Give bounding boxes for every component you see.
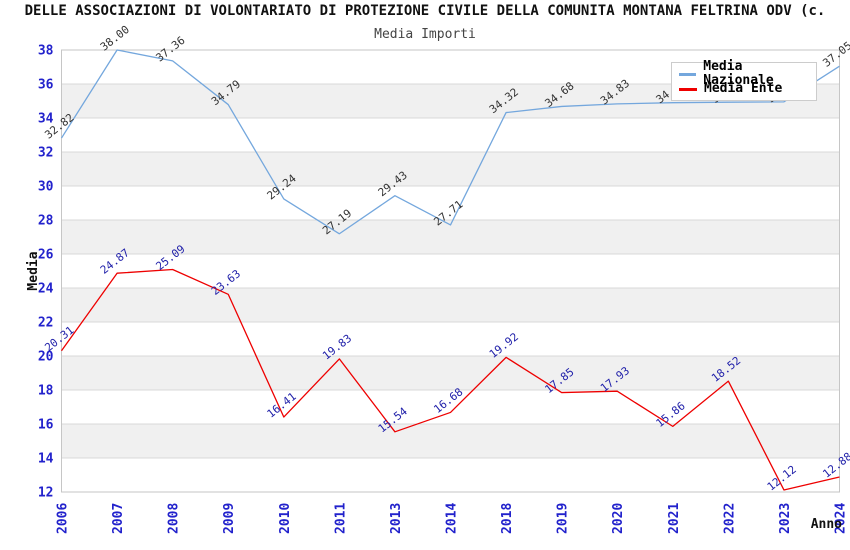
x-tick-label: 2018 [500, 503, 515, 534]
y-tick-label: 12 [38, 486, 54, 501]
plot-bands [61, 84, 840, 458]
legend-item-media-ente: Media Ente [679, 82, 816, 96]
x-axis-title: Anno [811, 517, 842, 532]
point-label: 16.41 [265, 390, 299, 421]
plot-band [61, 288, 840, 322]
plot-border [61, 49, 840, 493]
y-tick-label: 34 [38, 112, 54, 127]
y-tick-label: 30 [38, 180, 54, 195]
x-tick-label: 2014 [445, 503, 460, 534]
series-line-media-nazionale [60, 49, 840, 235]
y-tick-label: 38 [38, 44, 54, 59]
x-tick-label: 2009 [222, 503, 237, 534]
x-tick-label: 2022 [722, 503, 737, 534]
plot-band [61, 220, 840, 254]
y-tick-label: 16 [38, 418, 54, 433]
plot-band [61, 356, 840, 390]
red-line-swatch-icon [679, 87, 697, 91]
x-tick-label: 2011 [333, 503, 348, 534]
y-tick-label: 28 [38, 214, 54, 229]
x-tick-label: 2008 [167, 503, 182, 534]
x-tick-label: 2013 [389, 503, 404, 534]
x-tick-label: 2010 [278, 503, 293, 534]
y-axis-tick-labels: 12 14 16 18 20 22 24 26 28 30 32 34 36 38 [38, 44, 54, 501]
y-tick-label: 14 [38, 452, 54, 467]
y-tick-label: 24 [38, 282, 54, 297]
point-label: 12.12 [765, 463, 799, 494]
legend: Media Nazionale Media Ente [671, 60, 817, 101]
x-tick-label: 2006 [56, 503, 71, 534]
chart-title: DELLE ASSOCIAZIONI DI VOLONTARIATO DI PR… [24, 3, 826, 19]
x-tick-label: 2021 [667, 503, 682, 534]
x-tick-label: 2024 [834, 503, 849, 534]
blue-line-swatch-icon [679, 72, 697, 76]
legend-label-media-nazionale: Media Nazionale [703, 59, 774, 88]
plot-band [61, 152, 840, 186]
point-label: 37.05 [820, 39, 850, 70]
y-tick-label: 18 [38, 384, 54, 399]
series-line-media-ente [60, 268, 840, 491]
y-tick-label: 32 [38, 146, 54, 161]
y-tick-label: 22 [38, 316, 54, 331]
legend-item-media-nazionale: Media Nazionale [679, 60, 816, 88]
x-axis-tick-labels: 2006 2007 2008 2009 2010 2011 2013 2014 2018 2019… [56, 503, 849, 534]
y-tick-label: 20 [38, 350, 54, 365]
legend-label-media-ente: Media Ente [704, 81, 783, 96]
x-tick-label: 2019 [556, 503, 571, 534]
x-tick-label: 2007 [111, 503, 126, 534]
x-tick-label: 2023 [778, 503, 793, 534]
chart-subtitle: Media Importi [374, 27, 476, 42]
plot-band [61, 424, 840, 458]
x-tick-label: 2020 [611, 503, 626, 534]
y-tick-label: 36 [38, 78, 54, 93]
point-label: 38.00 [98, 23, 132, 54]
y-tick-label: 26 [38, 248, 54, 263]
y-axis-title: Media [26, 251, 41, 290]
